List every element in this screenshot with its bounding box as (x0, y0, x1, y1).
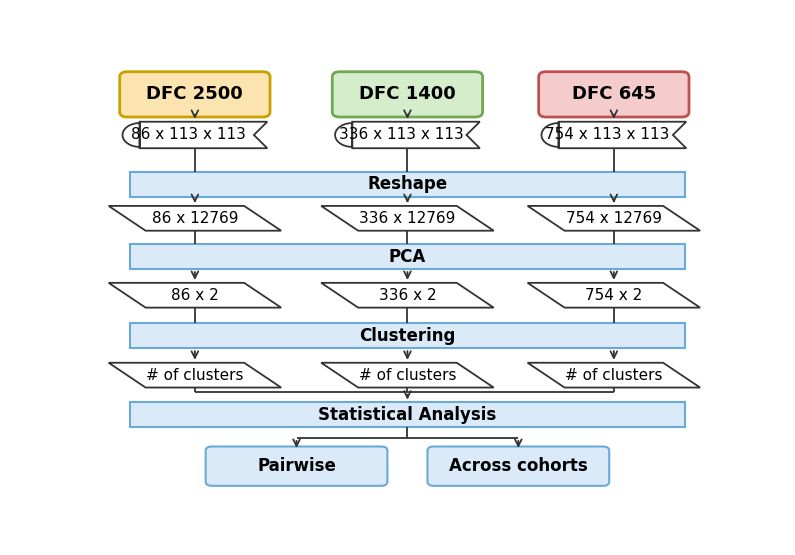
Polygon shape (109, 283, 281, 307)
Polygon shape (109, 363, 281, 387)
Bar (130, 324, 684, 348)
Text: 336 x 2: 336 x 2 (378, 287, 436, 302)
Text: DFC 645: DFC 645 (572, 85, 656, 103)
Text: # of clusters: # of clusters (359, 367, 456, 382)
FancyBboxPatch shape (206, 447, 387, 486)
Polygon shape (109, 206, 281, 231)
Text: 336 x 12769: 336 x 12769 (359, 211, 456, 226)
FancyBboxPatch shape (120, 72, 270, 117)
FancyBboxPatch shape (428, 447, 609, 486)
Text: # of clusters: # of clusters (565, 367, 662, 382)
Polygon shape (335, 122, 480, 148)
Polygon shape (541, 122, 686, 148)
Polygon shape (528, 283, 700, 307)
Polygon shape (321, 206, 494, 231)
Text: 86 x 113 x 113: 86 x 113 x 113 (131, 128, 246, 143)
Bar (130, 402, 684, 427)
Polygon shape (321, 363, 494, 387)
Text: Clustering: Clustering (359, 327, 456, 345)
Text: 86 x 12769: 86 x 12769 (152, 211, 238, 226)
Polygon shape (122, 122, 267, 148)
Text: Across cohorts: Across cohorts (449, 457, 588, 475)
Text: PCA: PCA (389, 248, 426, 266)
Text: # of clusters: # of clusters (146, 367, 243, 382)
Text: 754 x 2: 754 x 2 (585, 287, 642, 302)
Bar (130, 171, 684, 196)
Text: Statistical Analysis: Statistical Analysis (318, 406, 497, 424)
Text: 754 x 113 x 113: 754 x 113 x 113 (545, 128, 670, 143)
Text: DFC 1400: DFC 1400 (359, 85, 456, 103)
Text: Reshape: Reshape (367, 175, 448, 193)
Bar (130, 244, 684, 269)
Text: DFC 2500: DFC 2500 (146, 85, 243, 103)
Text: 86 x 2: 86 x 2 (171, 287, 219, 302)
Text: 336 x 113 x 113: 336 x 113 x 113 (339, 128, 463, 143)
Polygon shape (321, 283, 494, 307)
Text: Pairwise: Pairwise (257, 457, 336, 475)
Polygon shape (528, 206, 700, 231)
Text: 754 x 12769: 754 x 12769 (566, 211, 662, 226)
Polygon shape (528, 363, 700, 387)
FancyBboxPatch shape (332, 72, 483, 117)
FancyBboxPatch shape (539, 72, 689, 117)
